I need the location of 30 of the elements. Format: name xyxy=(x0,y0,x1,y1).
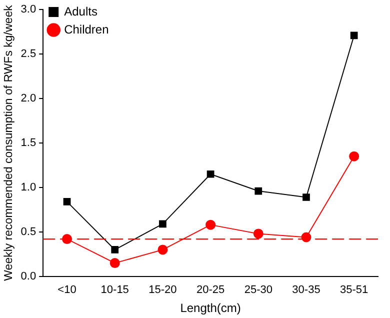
point xyxy=(206,170,214,178)
point xyxy=(302,194,310,201)
y-axis-title: Weekly recommended consumption of RWFs kg/week xyxy=(3,4,16,281)
x-tick-label: 15-20 xyxy=(148,284,177,296)
legend-label: Children xyxy=(64,22,109,36)
y-tick-label: 2.0 xyxy=(20,92,36,105)
point xyxy=(158,244,168,255)
point xyxy=(349,151,360,162)
point xyxy=(253,228,264,239)
y-tick-label: 1.5 xyxy=(20,137,36,150)
x-tick-label: 10-15 xyxy=(100,284,129,296)
point xyxy=(206,220,216,230)
x-tick-label: 35-51 xyxy=(340,284,368,296)
point xyxy=(63,198,71,206)
point xyxy=(159,220,166,228)
x-tick-label: 25-30 xyxy=(244,284,272,296)
y-tick-label: 1.0 xyxy=(20,182,36,194)
y-tick-label: 0.0 xyxy=(20,270,36,282)
x-axis-title: Length(cm) xyxy=(180,301,241,316)
y-tick-label: 2.5 xyxy=(20,48,36,60)
y-tick-label: 0.5 xyxy=(20,226,36,238)
x-tick-label: 20-25 xyxy=(196,284,225,296)
y-tick-label: 3.0 xyxy=(20,4,36,16)
point xyxy=(110,258,120,268)
x-tick-label: 30-35 xyxy=(292,284,320,296)
point xyxy=(254,187,262,195)
point xyxy=(350,32,358,40)
legend-label: Adults xyxy=(64,4,98,18)
x-tick-label: <10 xyxy=(58,284,76,296)
point xyxy=(111,246,119,254)
